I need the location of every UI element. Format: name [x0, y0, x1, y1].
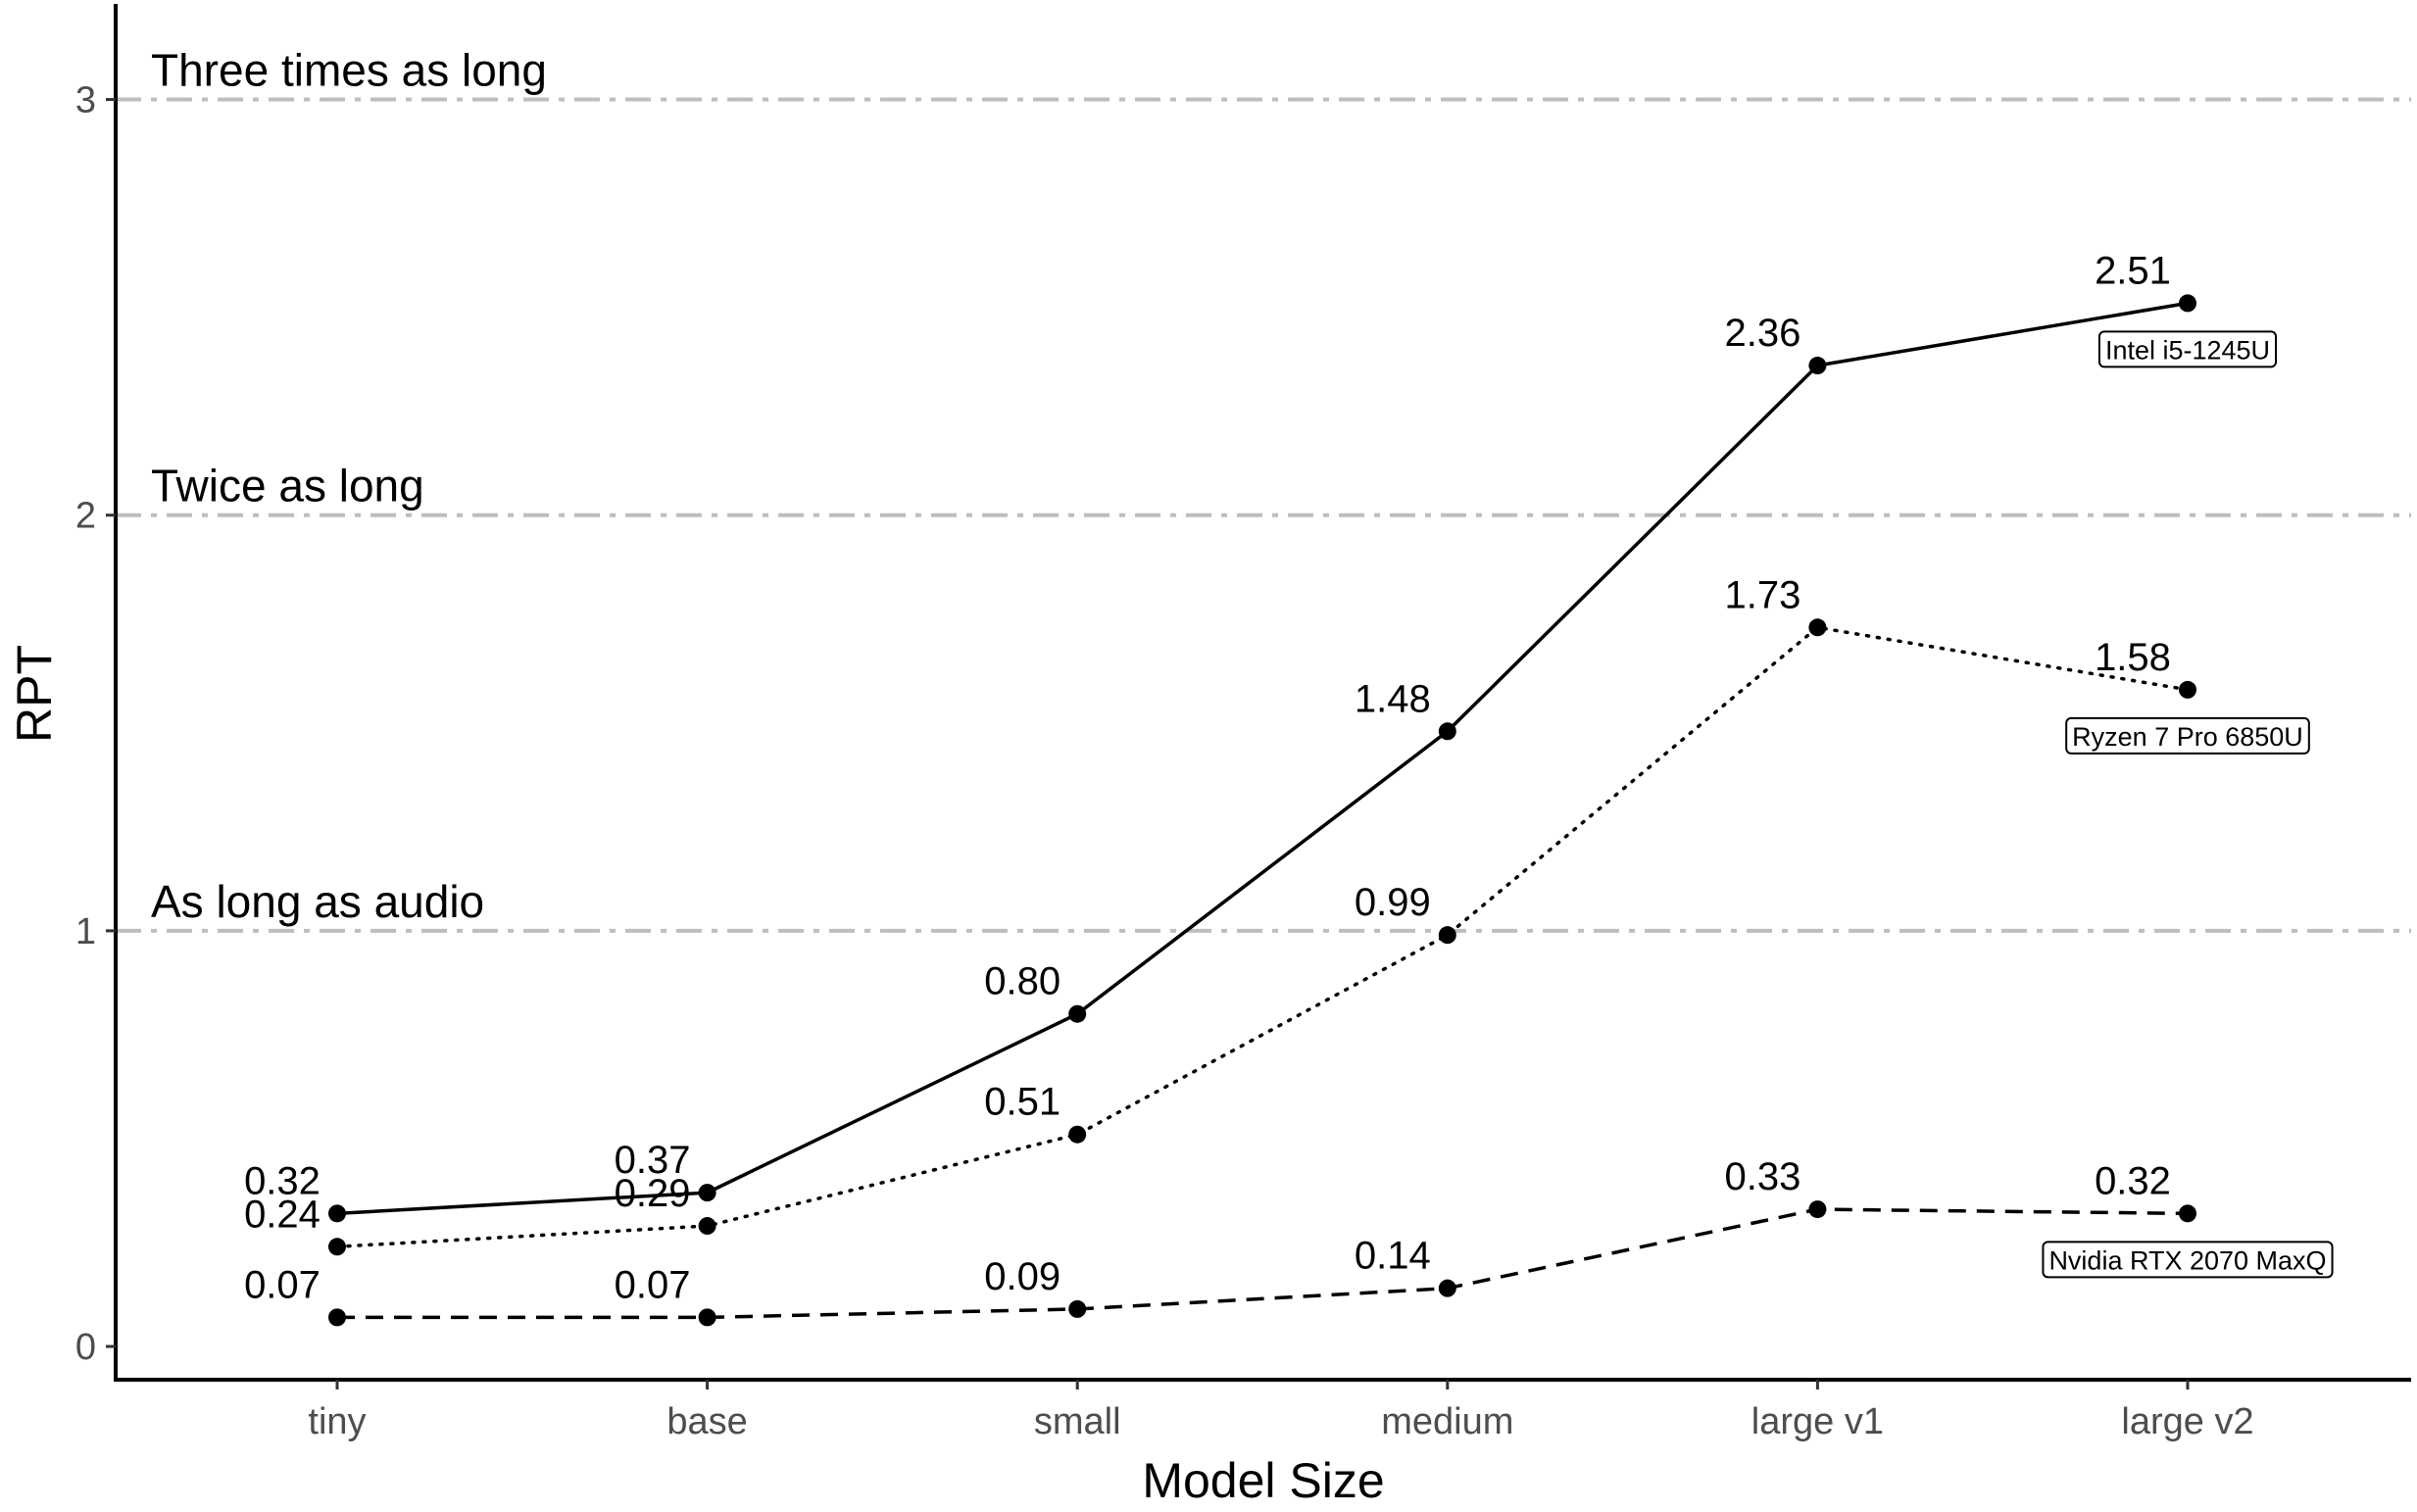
data-point — [1068, 1125, 1087, 1144]
data-label: 1.48 — [1355, 677, 1431, 720]
data-label: 0.51 — [984, 1081, 1061, 1124]
data-labels: 0.32 0.37 0.80 1.48 2.36 2.51 Intel i5-1245U 0.… — [244, 249, 2334, 1306]
data-label: 2.36 — [1724, 312, 1800, 355]
y-tick-label: 0 — [75, 1327, 96, 1368]
x-axis-title: Model Size — [1142, 1453, 1384, 1508]
x-tick-label: large v1 — [1751, 1401, 1884, 1442]
data-point — [328, 1204, 346, 1223]
series-tag: Ryzen 7 Pro 6850U — [2065, 716, 2310, 755]
data-point — [328, 1238, 346, 1256]
data-label: 0.07 — [615, 1263, 691, 1306]
y-tick-label: 2 — [75, 496, 96, 537]
data-label: 0.99 — [1355, 881, 1431, 924]
data-point — [698, 1217, 716, 1236]
series-tag-box — [2097, 330, 2278, 368]
data-label: 0.07 — [244, 1263, 321, 1306]
data-point — [1808, 618, 1827, 637]
data-label: 0.24 — [244, 1193, 321, 1236]
data-point — [2179, 680, 2196, 699]
series-lines — [328, 294, 2196, 1327]
series-tag-label: Intel i5-1245U — [2105, 335, 2270, 365]
data-label: 0.37 — [615, 1139, 691, 1182]
y-tick-label: 3 — [75, 80, 96, 122]
data-point — [2179, 1204, 2196, 1223]
data-point — [328, 1308, 346, 1327]
series-tag-box — [2065, 716, 2310, 755]
data-label: 0.33 — [1724, 1155, 1800, 1198]
data-point — [1808, 1200, 1827, 1219]
data-label: 1.73 — [1724, 573, 1800, 616]
reference-lines: As long as audio Twice as long Three times… — [116, 45, 2411, 933]
series-tag-label: Ryzen 7 Pro 6850U — [2072, 722, 2303, 752]
data-label: 1.58 — [2095, 636, 2171, 679]
data-point — [1438, 926, 1456, 945]
series-tag: Nvidia RTX 2070 MaxQ — [2042, 1241, 2334, 1279]
reference-line-label: Three times as long — [151, 45, 547, 96]
reference-line-label: As long as audio — [151, 876, 484, 927]
x-tick-label: large v2 — [2121, 1401, 2253, 1442]
data-point — [1068, 1004, 1087, 1023]
series-tag-box — [2042, 1241, 2334, 1279]
data-label: 2.51 — [2095, 249, 2171, 292]
x-tick-label: base — [666, 1401, 747, 1442]
data-point — [1808, 357, 1827, 375]
series-line — [337, 1207, 2189, 1320]
data-point — [698, 1308, 716, 1327]
x-tick-label: tiny — [308, 1401, 366, 1442]
data-label: 0.29 — [615, 1172, 691, 1215]
y-tick-label: 1 — [75, 911, 96, 952]
x-tick-label: medium — [1381, 1401, 1513, 1442]
series-tag: Intel i5-1245U — [2097, 330, 2278, 368]
data-point — [1068, 1299, 1087, 1318]
data-label: 0.32 — [244, 1159, 321, 1202]
series-line — [335, 625, 2190, 1249]
axes: 0 1 2 3 tiny base small medium large v1 large v2 — [75, 4, 2411, 1442]
reference-line-label: Twice as long — [151, 461, 424, 512]
data-label: 0.32 — [2095, 1159, 2171, 1202]
y-axis-title: RPT — [7, 645, 62, 743]
data-label: 0.80 — [984, 960, 1061, 1003]
series-tag-label: Nvidia RTX 2070 MaxQ — [2048, 1245, 2326, 1275]
series-line — [336, 301, 2189, 1216]
x-tick-label: small — [1034, 1401, 1121, 1442]
data-point — [1438, 722, 1456, 741]
data-label: 0.09 — [984, 1255, 1061, 1298]
data-point — [1438, 1279, 1456, 1297]
data-label: 0.14 — [1355, 1235, 1431, 1278]
data-point — [2179, 294, 2196, 313]
data-point — [698, 1184, 716, 1202]
